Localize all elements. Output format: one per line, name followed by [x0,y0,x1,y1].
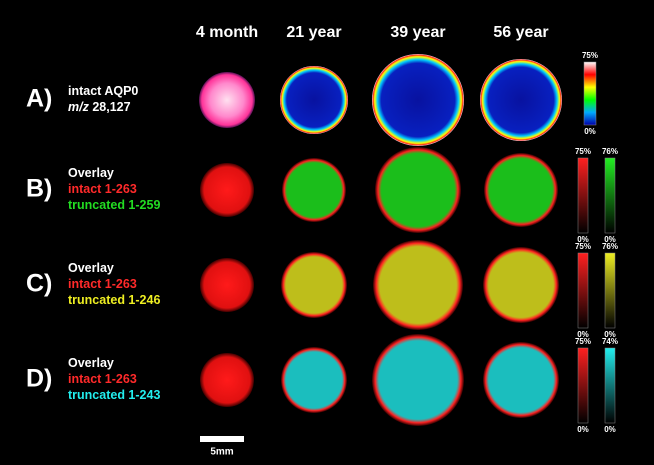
row-caption: intact 1-263 [68,372,137,386]
scale-max: 76% [602,242,618,251]
color-scale [577,157,589,234]
tissue-image [199,72,255,128]
caption-text: 28,127 [92,100,130,114]
caption-text: truncated 1-259 [68,198,160,212]
row-caption: intact AQP0 [68,84,138,98]
scale-max: 75% [575,147,591,156]
scale-min: 0% [577,235,589,244]
scale-min: 0% [604,235,616,244]
scale-bar-label: 5mm [210,447,233,458]
caption-text: truncated 1-243 [68,388,160,402]
row-caption: truncated 1-243 [68,388,160,402]
row-caption: Overlay [68,261,114,275]
caption-text: intact AQP0 [68,84,138,98]
scale-min: 0% [577,330,589,339]
tissue-image [281,252,347,318]
tissue-image [483,247,559,323]
tissue-image [280,66,348,134]
row-caption: m/z 28,127 [68,100,131,114]
scale-max: 74% [602,337,618,346]
color-scale [604,347,616,424]
row-caption: Overlay [68,356,114,370]
scale-min: 0% [604,425,616,434]
caption-text: Overlay [68,356,114,370]
caption-text: intact 1-263 [68,182,137,196]
scale-bar [200,436,244,442]
row-caption: intact 1-263 [68,182,137,196]
color-scale [577,252,589,329]
caption-text: intact 1-263 [68,277,137,291]
row-label: B) [26,175,52,203]
caption-text: Overlay [68,166,114,180]
color-scale [604,157,616,234]
tissue-image [372,334,464,426]
color-scale [604,252,616,329]
tissue-image [200,353,254,407]
column-header: 39 year [390,24,445,41]
row-caption: Overlay [68,166,114,180]
row-label: C) [26,270,52,298]
scale-max: 76% [602,147,618,156]
caption-text: truncated 1-246 [68,293,160,307]
caption-text: intact 1-263 [68,372,137,386]
row-label: D) [26,365,52,393]
tissue-image [375,147,461,233]
column-header: 56 year [493,24,548,41]
tissue-image [372,54,464,146]
row-caption: truncated 1-246 [68,293,160,307]
row-caption: intact 1-263 [68,277,137,291]
tissue-image [281,347,347,413]
caption-text: Overlay [68,261,114,275]
scale-min: 0% [604,330,616,339]
column-header: 21 year [286,24,341,41]
tissue-image [200,163,254,217]
scale-min: 0% [584,127,596,136]
row-label: A) [26,85,52,113]
tissue-image [200,258,254,312]
scale-max: 75% [575,337,591,346]
tissue-image [483,342,559,418]
tissue-image [480,59,562,141]
color-scale [577,347,589,424]
tissue-image [484,153,558,227]
caption-italic: m/z [68,100,90,114]
row-caption: truncated 1-259 [68,198,160,212]
scale-max: 75% [575,242,591,251]
tissue-image [373,240,463,330]
scale-max: 75% [582,51,598,60]
scale-min: 0% [577,425,589,434]
color-scale [583,61,597,126]
tissue-image [282,158,346,222]
column-header: 4 month [196,24,258,41]
